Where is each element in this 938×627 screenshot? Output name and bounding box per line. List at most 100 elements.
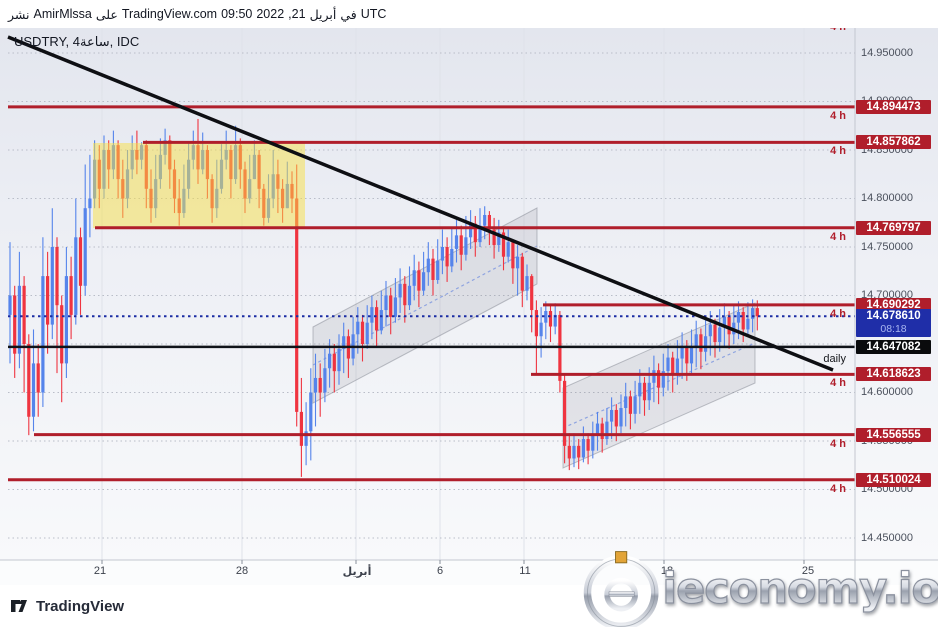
level-price-badge[interactable]: 14.690292 [856,297,931,312]
candle-body [17,285,21,354]
candle-body [727,316,731,335]
footer-bar: TradingView [0,585,938,627]
candle-body [506,242,510,257]
candle-body [431,258,435,280]
candle-body [295,198,299,412]
candle-body [605,421,609,440]
candle-body [539,322,543,337]
level-price-badge[interactable]: 14.894473 [856,99,931,114]
candle-body [403,283,407,306]
candle-body [8,295,12,315]
candle-body [323,368,327,393]
candle-body [511,242,515,269]
candle-body [483,214,487,226]
candle-body [436,260,440,280]
candle-body [647,382,651,401]
attribution-token-6: ,21 [288,7,306,21]
candle-body [88,198,92,209]
tradingview-brand-text[interactable]: TradingView [36,597,125,615]
candle-body [497,232,501,246]
level-price-badge[interactable]: 14.857862 [856,135,931,150]
current-price-badge[interactable]: 14.678610 08:18 [856,309,931,338]
candle-body [473,223,477,243]
candle-body [417,270,421,291]
tradingview-logo-icon[interactable] [10,597,30,615]
daily-line-label: daily [823,352,846,365]
level-price-badge[interactable]: 14.769797 [856,220,931,235]
date-label[interactable]: 21 [93,565,107,577]
candle-body [360,321,365,344]
candle-body [548,311,553,327]
price-tick-label[interactable]: 14.800000 [861,192,913,204]
candle-body [379,310,383,331]
candle-body [642,382,647,401]
price-tick-label[interactable]: 14.450000 [861,531,913,544]
candle-body [31,363,36,417]
candle-body [356,321,360,335]
descending-trendline[interactable] [7,35,834,372]
candle-body [60,305,64,364]
candle-body [337,348,341,372]
candle-body [46,276,50,325]
candle-body [516,256,520,269]
candle-body [614,409,618,427]
candle-body [78,237,83,286]
attribution-token-5: 2022 [256,7,285,21]
timeframe-label-4h: 4 h [830,145,846,158]
timeframe-label-4h: 4 h [830,230,846,243]
candle-body [610,409,614,422]
attribution-token-1: AmirMlssa [33,7,92,21]
candle-body [586,439,590,451]
candle-body [342,336,346,349]
candle-body [365,322,369,344]
level-price-badge[interactable]: 14.556555 [856,427,931,442]
date-label[interactable]: 6 [436,565,444,577]
candle-body [487,214,491,230]
date-label[interactable]: 28 [235,565,249,577]
attribution-token-4: 09:50 [221,7,253,21]
candle-body [553,314,557,327]
level-price-badge[interactable]: 14.618623 [856,367,931,382]
candle-body [694,334,698,347]
candle-body [304,431,308,446]
candle-body [478,225,482,243]
candle-body [544,311,548,323]
candle-body [50,247,54,325]
price-tick-label[interactable]: 14.750000 [861,240,913,253]
level-price-badge[interactable]: 14.510024 [856,472,931,487]
candle-body [393,297,397,317]
candle-body [426,258,430,273]
candle-body [27,344,31,417]
date-label[interactable]: 11 [519,565,531,577]
candle-body [671,357,675,376]
candle-body [530,276,534,311]
candle-body [422,272,426,291]
price-tick-label[interactable]: 14.600000 [861,386,913,398]
highlight-rectangle[interactable] [93,143,305,228]
symbol-title: USDTRY, 4ساعة, IDC [14,33,139,51]
date-label[interactable]: أبريل [342,566,372,578]
symbol-title-token-1: ساعة [80,34,110,49]
candle-body [689,346,694,364]
daily-level-badge[interactable]: 14.647082 [856,339,931,354]
date-label[interactable]: 25 [778,565,838,577]
price-tick-label[interactable]: 14.950000 [861,46,913,59]
candle-body [577,445,581,458]
candle-body [492,229,496,246]
candle-body [412,270,416,286]
candle-body [375,307,379,331]
date-label[interactable]: 18 [637,565,697,577]
candle-body [567,445,571,459]
candle-body [722,316,726,328]
candle-body [407,285,412,306]
candle-body [464,237,468,255]
candle-body [398,283,402,298]
time-axis-strip[interactable] [0,560,938,585]
candle-body [704,336,708,352]
candle-body [83,208,87,286]
candle-body [661,371,665,388]
candle-body [675,358,679,376]
attribution-token-2: على [95,7,118,22]
timeframe-label-4h: 4 h [830,109,846,122]
